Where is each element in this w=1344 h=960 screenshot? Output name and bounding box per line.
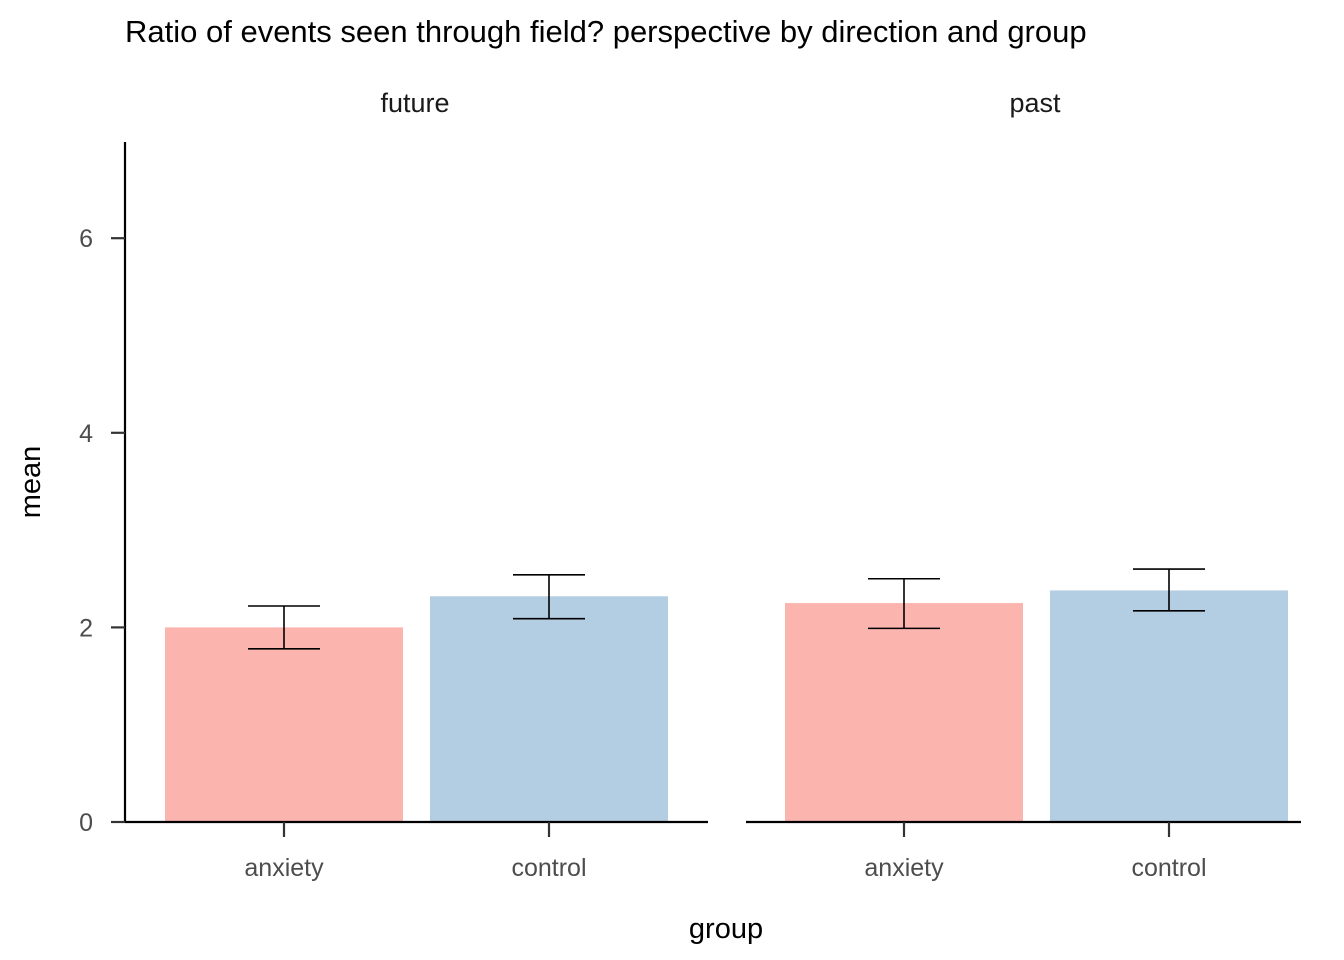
y-tick-label-0: 0 — [79, 809, 93, 837]
y-tick-label-4: 4 — [79, 420, 93, 448]
bar-future-control — [430, 596, 668, 822]
bar-future-anxiety — [165, 627, 403, 822]
x-tick-label-future-control: control — [511, 854, 586, 882]
y-tick-label-6: 6 — [79, 225, 93, 253]
facet-label-future: future — [380, 88, 449, 118]
bar-past-control — [1050, 590, 1288, 822]
x-axis-title: group — [689, 913, 763, 945]
x-tick-label-past-control: control — [1131, 854, 1206, 882]
bar-past-anxiety — [785, 603, 1023, 822]
y-axis-title: mean — [15, 446, 47, 519]
chart-title: Ratio of events seen through field? pers… — [125, 14, 1087, 49]
facet-label-past: past — [1009, 88, 1061, 118]
y-tick-label-2: 2 — [79, 614, 93, 642]
x-tick-label-past-anxiety: anxiety — [864, 854, 944, 882]
x-tick-label-future-anxiety: anxiety — [244, 854, 324, 882]
